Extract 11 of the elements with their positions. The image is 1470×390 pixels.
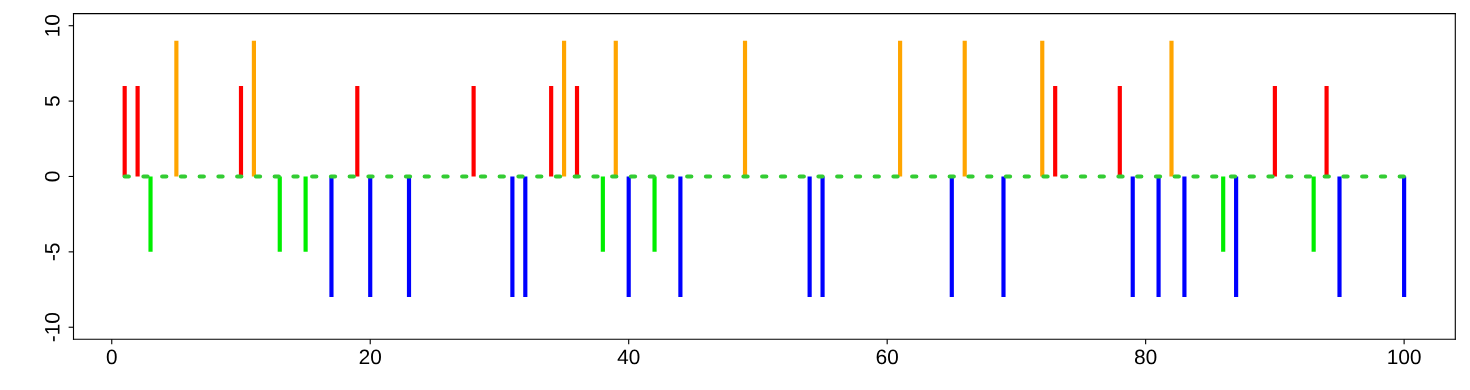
y-tick-label: -10	[44, 313, 60, 342]
x-tick-label: 40	[617, 349, 640, 365]
x-tick-label: 80	[1134, 349, 1157, 365]
x-tick-label: 0	[106, 349, 117, 365]
y-tick-label: 5	[45, 96, 60, 107]
x-tick-label: 100	[1388, 349, 1421, 365]
x-tick-label: 60	[876, 349, 898, 365]
y-tick-label: -5	[45, 243, 60, 261]
y-tick-label: 0	[44, 171, 60, 182]
x-tick-label: 20	[359, 349, 381, 365]
y-tick-label: 10	[44, 14, 60, 36]
